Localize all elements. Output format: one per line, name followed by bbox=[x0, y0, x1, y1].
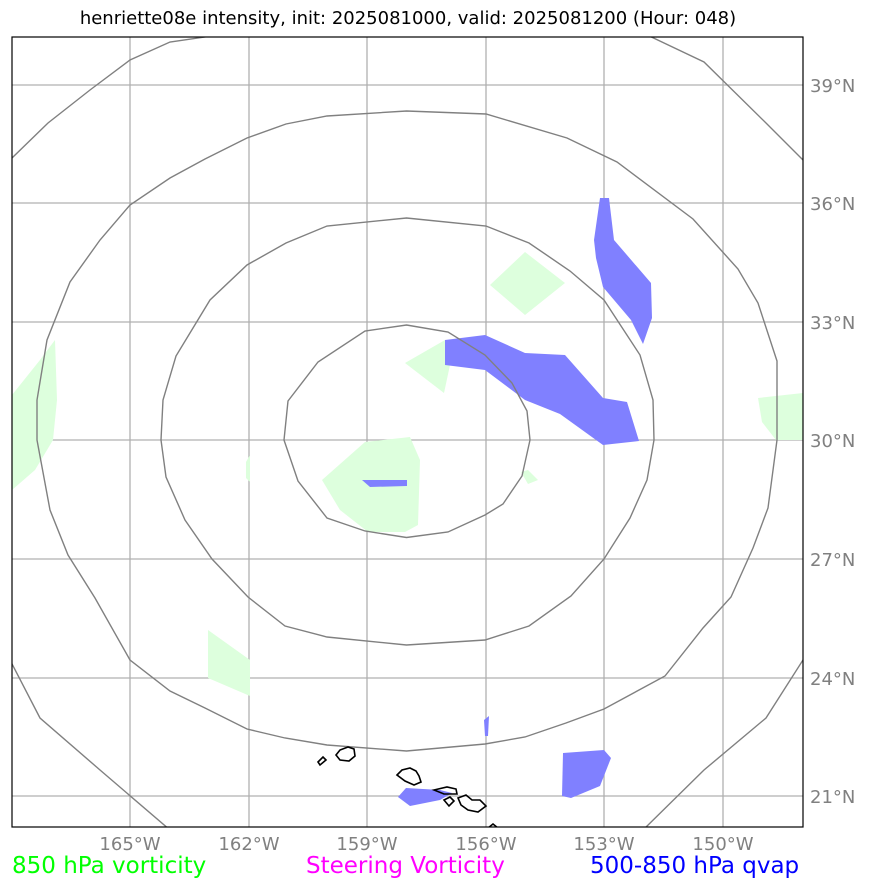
qvap-area bbox=[484, 716, 489, 736]
qvap-area bbox=[594, 198, 652, 344]
lat-label: 36°N bbox=[810, 194, 855, 215]
vorticity-850-areas bbox=[12, 252, 803, 696]
qvap-area bbox=[398, 788, 452, 806]
lat-label: 33°N bbox=[810, 313, 855, 334]
vorticity-area bbox=[208, 630, 250, 696]
vorticity-area bbox=[12, 340, 57, 490]
legend-qvap: 500-850 hPa qvap bbox=[590, 853, 800, 879]
qvap-area bbox=[445, 335, 639, 445]
lat-label: 39°N bbox=[810, 76, 855, 97]
vorticity-area bbox=[758, 393, 803, 440]
island bbox=[334, 746, 356, 762]
lon-label: 153°W bbox=[573, 834, 634, 855]
vorticity-area bbox=[246, 455, 250, 482]
coastlines bbox=[316, 746, 499, 827]
distance-rings bbox=[12, 37, 803, 827]
ring bbox=[160, 217, 655, 646]
lat-label: 21°N bbox=[810, 787, 855, 808]
island bbox=[442, 796, 456, 808]
gridlines bbox=[12, 37, 803, 827]
lon-label: 150°W bbox=[692, 834, 753, 855]
vorticity-area bbox=[405, 340, 450, 393]
map-frame bbox=[11, 36, 804, 828]
qvap-areas bbox=[362, 198, 652, 806]
vorticity-area bbox=[521, 470, 538, 484]
lat-label: 30°N bbox=[810, 431, 855, 452]
qvap-area bbox=[362, 480, 407, 487]
ring bbox=[12, 37, 803, 827]
lat-label: 27°N bbox=[810, 550, 855, 571]
lon-label: 165°W bbox=[99, 834, 160, 855]
qvap-area bbox=[562, 750, 611, 798]
island bbox=[456, 794, 488, 813]
legend-vorticity-850: 850 hPa vorticity bbox=[12, 853, 207, 879]
island bbox=[431, 786, 458, 795]
lon-label: 156°W bbox=[455, 834, 516, 855]
ring bbox=[283, 324, 531, 539]
island bbox=[316, 755, 328, 767]
lon-label: 159°W bbox=[336, 834, 397, 855]
map-title: henriette08e intensity, init: 2025081000… bbox=[79, 8, 737, 29]
legend-steering-vorticity: Steering Vorticity bbox=[306, 853, 505, 879]
lat-label: 24°N bbox=[810, 669, 855, 690]
ring bbox=[36, 110, 778, 752]
lon-label: 162°W bbox=[218, 834, 279, 855]
island bbox=[395, 767, 422, 786]
vorticity-area bbox=[490, 252, 565, 315]
